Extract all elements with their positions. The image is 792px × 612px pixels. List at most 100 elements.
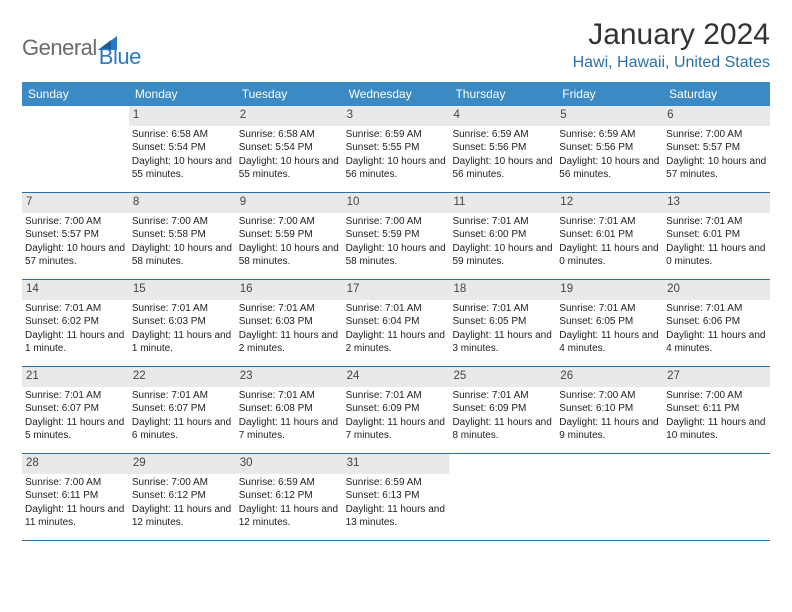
- day-number: 31: [343, 454, 450, 474]
- day-cell: 7Sunrise: 7:00 AMSunset: 5:57 PMDaylight…: [22, 193, 129, 279]
- sunrise-text: Sunrise: 7:01 AM: [346, 389, 447, 403]
- day-number: 5: [556, 106, 663, 126]
- sunset-text: Sunset: 5:57 PM: [666, 141, 767, 155]
- daylight-text: Daylight: 10 hours and 55 minutes.: [239, 155, 340, 182]
- sunset-text: Sunset: 5:57 PM: [25, 228, 126, 242]
- day-cell: 30Sunrise: 6:59 AMSunset: 6:12 PMDayligh…: [236, 454, 343, 540]
- sunset-text: Sunset: 6:02 PM: [25, 315, 126, 329]
- sunrise-text: Sunrise: 7:01 AM: [132, 389, 233, 403]
- week-row: 14Sunrise: 7:01 AMSunset: 6:02 PMDayligh…: [22, 280, 770, 367]
- daylight-text: Daylight: 11 hours and 9 minutes.: [559, 416, 660, 443]
- day-cell: 9Sunrise: 7:00 AMSunset: 5:59 PMDaylight…: [236, 193, 343, 279]
- day-number: 25: [449, 367, 556, 387]
- day-number: 10: [343, 193, 450, 213]
- daylight-text: Daylight: 11 hours and 13 minutes.: [346, 503, 447, 530]
- sunset-text: Sunset: 5:54 PM: [239, 141, 340, 155]
- location-text: Hawi, Hawaii, United States: [573, 54, 770, 72]
- day-cell: 24Sunrise: 7:01 AMSunset: 6:09 PMDayligh…: [343, 367, 450, 453]
- day-number: 28: [22, 454, 129, 474]
- logo-word2: Blue: [99, 26, 141, 70]
- daylight-text: Daylight: 11 hours and 0 minutes.: [666, 242, 767, 269]
- day-cell: 29Sunrise: 7:00 AMSunset: 6:12 PMDayligh…: [129, 454, 236, 540]
- day-number: 12: [556, 193, 663, 213]
- sunrise-text: Sunrise: 7:00 AM: [346, 215, 447, 229]
- day-number: 8: [129, 193, 236, 213]
- daylight-text: Daylight: 11 hours and 4 minutes.: [666, 329, 767, 356]
- sunrise-text: Sunrise: 7:01 AM: [346, 302, 447, 316]
- logo-word1: General: [22, 35, 97, 61]
- daylight-text: Daylight: 11 hours and 3 minutes.: [452, 329, 553, 356]
- sunset-text: Sunset: 6:12 PM: [132, 489, 233, 503]
- weekday-header: Tuesday: [236, 82, 343, 106]
- day-number: 1: [129, 106, 236, 126]
- sunset-text: Sunset: 6:07 PM: [132, 402, 233, 416]
- sunset-text: Sunset: 6:11 PM: [666, 402, 767, 416]
- daylight-text: Daylight: 11 hours and 12 minutes.: [239, 503, 340, 530]
- day-cell: 26Sunrise: 7:00 AMSunset: 6:10 PMDayligh…: [556, 367, 663, 453]
- day-cell: 11 Sunrise: 7:01 AMSunset: 6:00 PMDayligh…: [449, 193, 556, 279]
- day-number: 3: [343, 106, 450, 126]
- sunrise-text: Sunrise: 7:01 AM: [559, 302, 660, 316]
- day-number: 22: [129, 367, 236, 387]
- daylight-text: Daylight: 10 hours and 58 minutes.: [239, 242, 340, 269]
- logo: General Blue: [22, 18, 141, 70]
- title-block: January 2024 Hawi, Hawaii, United States: [573, 18, 770, 72]
- daylight-text: Daylight: 11 hours and 10 minutes.: [666, 416, 767, 443]
- sunrise-text: Sunrise: 7:01 AM: [239, 302, 340, 316]
- sunset-text: Sunset: 6:05 PM: [452, 315, 553, 329]
- sunrise-text: Sunrise: 7:00 AM: [239, 215, 340, 229]
- sunset-text: Sunset: 5:54 PM: [132, 141, 233, 155]
- sunrise-text: Sunrise: 7:01 AM: [452, 302, 553, 316]
- sunrise-text: Sunrise: 6:58 AM: [132, 128, 233, 142]
- weekday-header: Wednesday: [343, 82, 450, 106]
- day-cell: 22 Sunrise: 7:01 AMSunset: 6:07 PMDayligh…: [129, 367, 236, 453]
- day-cell: 10Sunrise: 7:00 AMSunset: 5:59 PMDayligh…: [343, 193, 450, 279]
- day-number: 30: [236, 454, 343, 474]
- sunset-text: Sunset: 6:08 PM: [239, 402, 340, 416]
- week-row: 28Sunrise: 7:00 AM Sunset: 6:11 PM Dayligh…: [22, 454, 770, 541]
- sunrise-text: Sunrise: 6:59 AM: [346, 476, 447, 490]
- header: General Blue January 2024 Hawi, Hawaii, …: [22, 18, 770, 72]
- day-cell: 3Sunrise: 6:59 AMSunset: 5:55 PMDaylight…: [343, 106, 450, 192]
- daylight-text: Daylight: 11 hours and 6 minutes.: [132, 416, 233, 443]
- sunset-text: Sunset: 6:03 PM: [132, 315, 233, 329]
- day-number: 13: [663, 193, 770, 213]
- month-title: January 2024: [573, 18, 770, 52]
- day-number: 14: [22, 280, 129, 300]
- sunset-text: Sunset: 6:11 PM: [25, 489, 126, 503]
- day-cell: 21Sunrise: 7:01 AMSunset: 6:07 PMDayligh…: [22, 367, 129, 453]
- sunrise-text: Sunrise: 7:01 AM: [452, 215, 553, 229]
- sunrise-text: Sunrise: 7:01 AM: [452, 389, 553, 403]
- daylight-text: Daylight: 10 hours and 57 minutes.: [25, 242, 126, 269]
- sunset-text: Sunset: 6:13 PM: [346, 489, 447, 503]
- day-cell: 27Sunrise: 7:00 AMSunset: 6:11 PMDayligh…: [663, 367, 770, 453]
- day-cell: 19Sunrise: 7:01 AMSunset: 6:05 PMDayligh…: [556, 280, 663, 366]
- calendar-page: General Blue January 2024 Hawi, Hawaii, …: [0, 0, 792, 541]
- sunset-text: Sunset: 6:10 PM: [559, 402, 660, 416]
- daylight-text: Daylight: 10 hours and 56 minutes.: [346, 155, 447, 182]
- sunset-text: Sunset: 6:00 PM: [452, 228, 553, 242]
- day-cell: 12Sunrise: 7:01 AMSunset: 6:01 PMDayligh…: [556, 193, 663, 279]
- day-cell: 16Sunrise: 7:01 AMSunset: 6:03 PMDayligh…: [236, 280, 343, 366]
- sunrise-text: Sunrise: 6:59 AM: [346, 128, 447, 142]
- daylight-text: Daylight: 10 hours and 59 minutes.: [452, 242, 553, 269]
- sunset-text: Sunset: 6:07 PM: [25, 402, 126, 416]
- daylight-text: Daylight: 11 hours and 5 minutes.: [25, 416, 126, 443]
- day-number: 11: [449, 193, 556, 213]
- day-cell: 14Sunrise: 7:01 AMSunset: 6:02 PMDayligh…: [22, 280, 129, 366]
- day-cell: 17Sunrise: 7:01 AMSunset: 6:04 PMDayligh…: [343, 280, 450, 366]
- calendar-grid: SundayMondayTuesdayWednesdayThursdayFrid…: [22, 82, 770, 541]
- day-number: 4: [449, 106, 556, 126]
- day-number: 21: [22, 367, 129, 387]
- daylight-text: Daylight: 10 hours and 57 minutes.: [666, 155, 767, 182]
- daylight-text: Daylight: 10 hours and 58 minutes.: [346, 242, 447, 269]
- sunrise-text: Sunrise: 7:01 AM: [559, 215, 660, 229]
- sunrise-text: Sunrise: 7:01 AM: [666, 302, 767, 316]
- daylight-text: Daylight: 10 hours and 55 minutes.: [132, 155, 233, 182]
- sunrise-text: Sunrise: 7:00 AM: [132, 476, 233, 490]
- week-row: 21Sunrise: 7:01 AMSunset: 6:07 PMDayligh…: [22, 367, 770, 454]
- daylight-text: Daylight: 10 hours and 58 minutes.: [132, 242, 233, 269]
- daylight-text: Daylight: 11 hours and 1 minute.: [25, 329, 126, 356]
- day-cell: 2Sunrise: 6:58 AMSunset: 5:54 PMDaylight…: [236, 106, 343, 192]
- weekday-header: Saturday: [663, 82, 770, 106]
